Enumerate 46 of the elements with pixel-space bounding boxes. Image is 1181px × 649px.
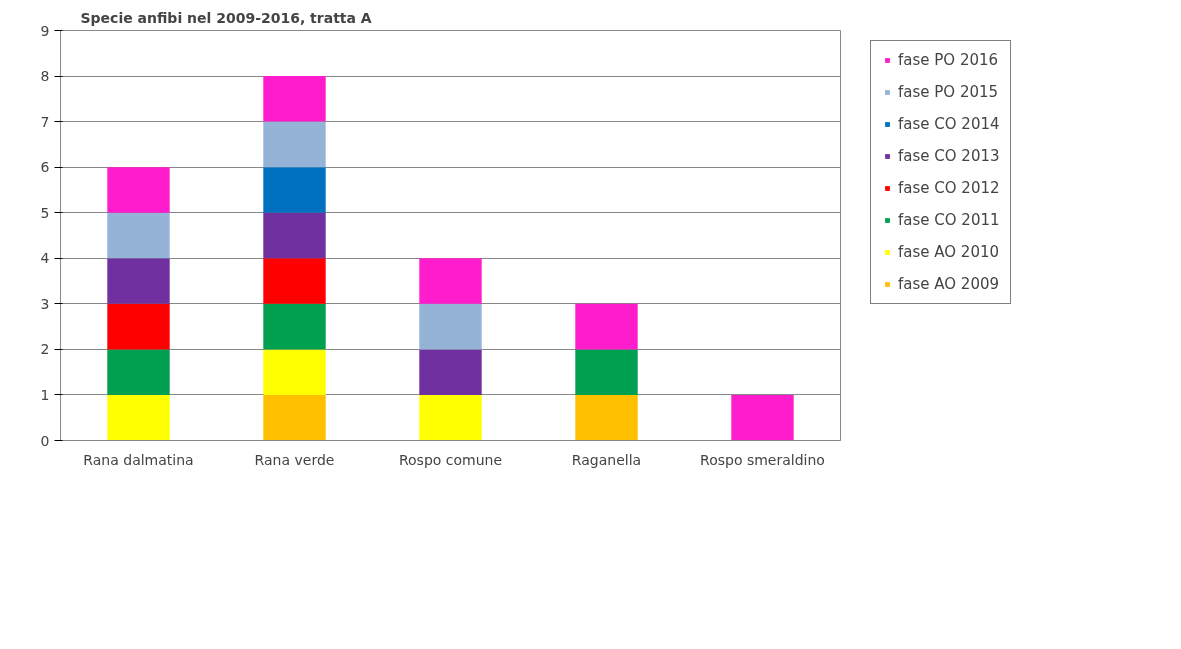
chart-title: Specie anfibi nel 2009-2016, tratta A <box>80 9 372 26</box>
bar <box>107 258 170 304</box>
y-tick-label: 4 <box>40 250 50 267</box>
y-tick-label: 6 <box>40 159 50 176</box>
x-tick-label: Rana verde <box>254 451 335 468</box>
bar <box>107 212 170 259</box>
y-tick-label: 0 <box>40 432 50 449</box>
bar <box>419 394 482 441</box>
legend-label: fase CO 2012 <box>898 179 1000 197</box>
legend-label: fase CO 2011 <box>898 211 1000 229</box>
bar <box>107 303 170 350</box>
bar <box>263 121 326 168</box>
x-tick-label: Rospo comune <box>398 451 503 468</box>
bar <box>575 394 638 441</box>
y-tick-label: 2 <box>40 341 50 358</box>
y-tick-label: 3 <box>40 295 50 312</box>
x-tick-label: Rana dalmatina <box>83 451 194 468</box>
bar <box>263 258 326 304</box>
y-tick-label: 5 <box>40 204 50 221</box>
legend-label: fase PO 2016 <box>898 51 999 69</box>
bar <box>263 394 326 441</box>
y-tick-label: 7 <box>40 113 50 130</box>
bar <box>731 394 794 441</box>
x-tick-label: Rospo smeraldino <box>700 451 825 468</box>
bar <box>419 258 482 304</box>
bar <box>107 349 170 395</box>
bar <box>419 349 482 395</box>
bar <box>575 303 638 350</box>
bar <box>263 349 326 395</box>
y-tick-label: 9 <box>40 22 50 39</box>
bar <box>419 303 482 350</box>
bar <box>263 303 326 350</box>
legend-label: fase AO 2010 <box>898 243 1000 261</box>
bar <box>107 167 170 213</box>
y-tick-label: 8 <box>40 68 50 85</box>
legend-label: fase CO 2014 <box>898 115 1000 133</box>
bar <box>263 76 326 122</box>
legend-label: fase CO 2013 <box>898 147 1000 165</box>
legend-label: fase AO 2009 <box>898 275 1000 293</box>
bar <box>107 394 170 441</box>
bar <box>263 212 326 259</box>
bar <box>263 167 326 213</box>
x-tick-label: Raganella <box>571 451 642 468</box>
legend-label: fase PO 2015 <box>898 83 999 101</box>
bar <box>575 349 638 395</box>
y-tick-label: 1 <box>40 386 50 403</box>
